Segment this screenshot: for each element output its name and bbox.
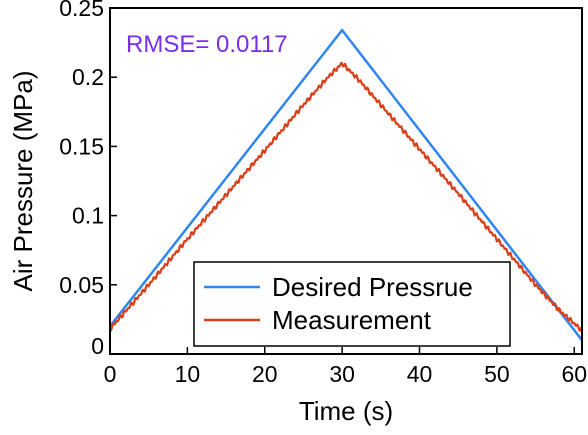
x-tick-label: 50 — [484, 361, 510, 387]
y-axis-label: Air Pressure (MPa) — [8, 70, 38, 291]
y-tick-label: 0.15 — [59, 133, 104, 159]
rmse-annotation: RMSE= 0.0117 — [126, 31, 288, 58]
x-tick-label: 40 — [407, 361, 433, 387]
x-axis-label: Time (s) — [299, 396, 393, 426]
legend-label-desired: Desired Pressrue — [272, 272, 473, 302]
x-tick-label: 0 — [104, 361, 117, 387]
y-tick-label: 0 — [91, 333, 104, 359]
y-tick-label: 0.25 — [59, 0, 104, 21]
legend-label-measurement: Measurement — [272, 305, 432, 335]
y-axis: 0 0.05 0.1 0.15 0.2 0.25 — [59, 0, 117, 359]
x-tick-label: 20 — [252, 361, 278, 387]
y-tick-label: 0.1 — [72, 203, 104, 229]
y-tick-label: 0.2 — [72, 64, 104, 90]
x-tick-label: 30 — [329, 361, 355, 387]
x-tick-label: 60 — [561, 361, 587, 387]
y-tick-label: 0.05 — [59, 272, 104, 298]
x-tick-label: 10 — [175, 361, 201, 387]
legend: Desired Pressrue Measurement — [194, 262, 510, 346]
